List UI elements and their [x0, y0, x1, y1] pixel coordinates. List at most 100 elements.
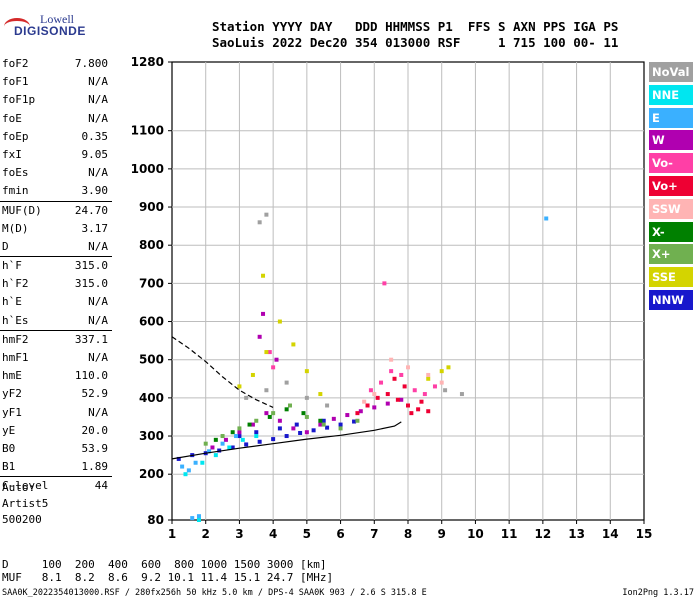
- data-point-ssw: [439, 380, 444, 385]
- y-tick-label: 300: [139, 429, 164, 443]
- data-point-w: [237, 430, 242, 435]
- param-separator: [0, 256, 112, 258]
- polarization-legend: NoVal NNE E W Vo- Vo+ SSW X- X+ SSE NNW: [649, 62, 693, 313]
- data-point-nnw: [217, 448, 222, 453]
- y-tick-label: 500: [139, 353, 164, 367]
- x-tick-label: 5: [303, 527, 311, 541]
- param-value: 315.0: [74, 277, 108, 291]
- param-row: B0 53.9: [0, 440, 112, 458]
- data-point-x-: [355, 418, 360, 423]
- param-name: MUF(D): [2, 203, 42, 217]
- y-tick-label: 400: [139, 391, 164, 405]
- data-point-x-: [304, 414, 309, 419]
- param-name: foF2: [2, 57, 29, 70]
- data-point-vo-: [375, 395, 380, 400]
- param-value: 315.0: [74, 259, 108, 273]
- data-point-vo-: [379, 380, 384, 385]
- param-name: h`Es: [2, 313, 29, 327]
- param-value: 9.05: [81, 147, 109, 161]
- legend-item-e: E: [649, 107, 693, 128]
- data-point-nnw: [311, 428, 316, 433]
- footer-info: SAA0K_2022354013000.RSF / 280fx256h 50 k…: [2, 588, 427, 598]
- data-point-ssw: [362, 399, 367, 404]
- data-point-vo-: [419, 399, 424, 404]
- data-point-nnw: [254, 430, 259, 435]
- data-point-nnw: [325, 425, 330, 430]
- data-point-w: [264, 411, 269, 416]
- x-tick-label: 14: [602, 527, 619, 541]
- y-tick-label: 1000: [131, 162, 164, 176]
- param-row: foE N/A: [0, 110, 112, 128]
- data-point-e: [180, 464, 185, 469]
- param-value: 24.70: [74, 203, 108, 217]
- data-point-e: [234, 434, 239, 439]
- data-point-w: [318, 422, 323, 427]
- param-row: foEs N/A: [0, 164, 112, 182]
- data-point-e: [544, 216, 549, 221]
- data-point-w: [250, 422, 255, 427]
- x-tick-label: 11: [501, 527, 518, 541]
- param-value: N/A: [88, 166, 108, 180]
- param-value: N/A: [88, 75, 108, 89]
- data-point-nne: [240, 437, 245, 442]
- data-point-vo-: [385, 392, 390, 397]
- param-value: N/A: [88, 313, 108, 327]
- data-point-vo-: [399, 372, 404, 377]
- param-row: foEp 0.35: [0, 128, 112, 146]
- param-row: hmF2 337.1: [0, 331, 112, 349]
- data-point-w: [277, 418, 282, 423]
- data-point-nne: [200, 460, 205, 465]
- data-point-nnw: [257, 439, 262, 444]
- param-row: C-level 44: [0, 477, 112, 495]
- legend-item-ssw: SSW: [649, 198, 693, 219]
- legend-item-nnw: NNW: [649, 289, 693, 310]
- x-tick-label: 7: [370, 527, 378, 541]
- param-row: yE 20.0: [0, 422, 112, 440]
- param-row: foF1p N/A: [0, 91, 112, 109]
- param-name: B0: [2, 441, 16, 455]
- data-point-noval: [244, 395, 249, 400]
- param-row: foF1 N/A: [0, 73, 112, 91]
- data-point-sse: [261, 273, 266, 278]
- param-value: N/A: [88, 405, 108, 419]
- data-point-w: [261, 311, 266, 316]
- param-value: 0.35: [81, 129, 109, 143]
- y-tick-label: 800: [139, 238, 164, 252]
- data-point-sse: [264, 350, 269, 355]
- data-point-nnw: [230, 445, 235, 450]
- param-row: MUF(D) 24.70: [0, 202, 112, 220]
- param-value: 52.9: [81, 387, 109, 401]
- data-point-vo-: [409, 411, 414, 416]
- auto-block: Auto: Artist5 500200: [2, 480, 48, 528]
- param-row: M(D) 3.17: [0, 220, 112, 238]
- param-value: N/A: [88, 295, 108, 309]
- param-value: 337.1: [74, 332, 108, 346]
- data-point-noval: [325, 403, 330, 408]
- data-point-w: [274, 357, 279, 362]
- curve-profile: [171, 421, 402, 460]
- legend-item-w: W: [649, 130, 693, 151]
- data-point-vo-: [271, 365, 276, 370]
- data-point-nne: [213, 453, 218, 458]
- param-name: fxI: [2, 147, 22, 161]
- param-row: D N/A: [0, 238, 112, 256]
- data-point-nne: [183, 472, 188, 477]
- data-point-noval: [459, 392, 464, 397]
- data-point-sse: [237, 384, 242, 389]
- data-point-nnw: [284, 434, 289, 439]
- data-point-vo-: [412, 388, 417, 393]
- y-tick-label: 80: [147, 513, 164, 527]
- data-point-w: [223, 437, 228, 442]
- data-point-x-: [288, 403, 292, 408]
- logo-swoosh: [4, 18, 30, 35]
- x-tick-label: 8: [404, 527, 412, 541]
- x-tick-label: 4: [269, 527, 277, 541]
- param-name: yF2: [2, 387, 22, 401]
- x-tick-label: 12: [535, 527, 552, 541]
- param-value: 7.800: [74, 57, 108, 70]
- data-point-x-: [203, 441, 208, 446]
- param-row: foF2 7.800: [0, 55, 112, 73]
- data-point-w: [385, 401, 390, 406]
- data-point-vo-: [426, 409, 431, 414]
- curve-extrapolation: [171, 336, 274, 408]
